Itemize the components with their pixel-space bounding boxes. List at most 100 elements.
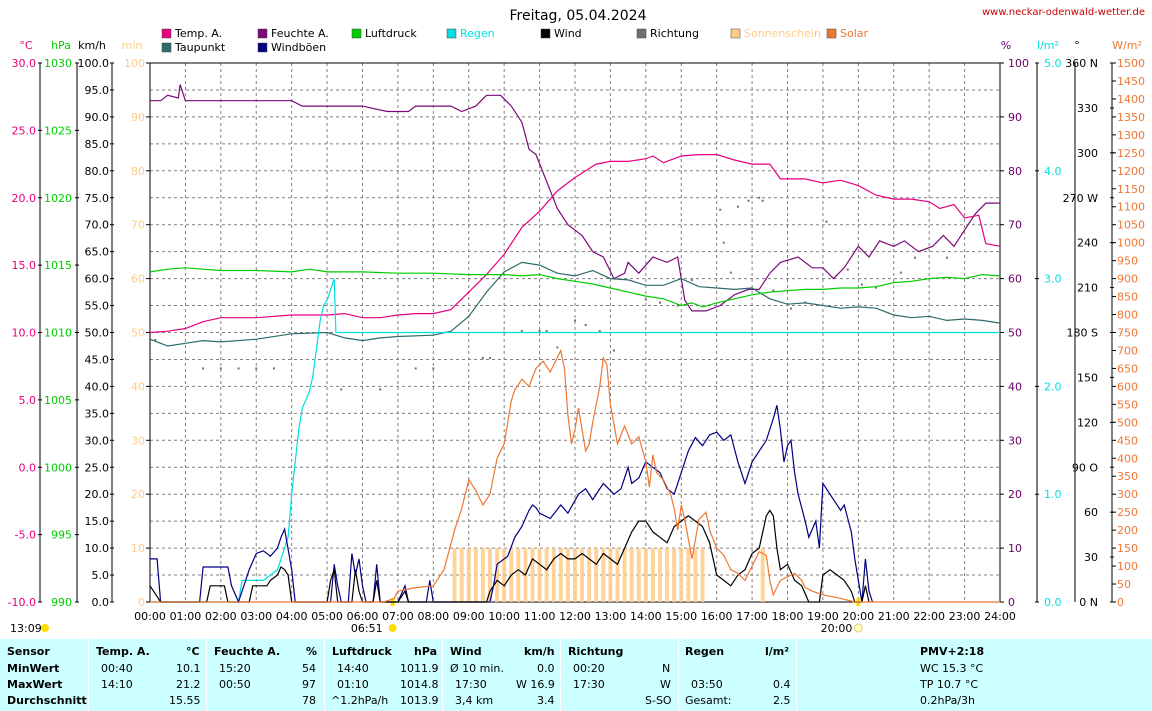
temp-tick-2: 0.0 xyxy=(19,461,37,474)
humidity-tick-4: 40 xyxy=(1008,380,1022,393)
solar-tick-14: 700 xyxy=(1117,344,1138,357)
legend-label-wind: Wind xyxy=(554,27,582,40)
x-tick-5: 05:00 xyxy=(311,610,343,623)
x-tick-3: 03:00 xyxy=(240,610,272,623)
sunshine-tick-6: 60 xyxy=(131,273,145,286)
x-tick-7: 07:00 xyxy=(382,610,414,623)
direction-point-35 xyxy=(825,220,828,223)
sunshine-tick-4: 40 xyxy=(131,380,145,393)
sunset-label: 20:00 xyxy=(821,622,853,635)
row-label-max: MaxWert xyxy=(7,678,63,691)
sunshine-unit-label: min xyxy=(122,39,143,52)
x-tick-18: 18:00 xyxy=(772,610,804,623)
direction-point-21 xyxy=(644,298,647,301)
hum-max-time: 00:50 xyxy=(219,678,251,691)
press-trend: ^1.2hPa/h xyxy=(331,694,389,707)
humidity-tick-3: 30 xyxy=(1008,434,1022,447)
direction-tick-12: 360 N xyxy=(1065,57,1098,70)
direction-point-37 xyxy=(860,283,863,286)
wind-tick-15: 75.0 xyxy=(85,192,110,205)
hum-max-value: 97 xyxy=(302,678,316,691)
sunshine-bar-4 xyxy=(480,548,485,602)
legend-label-dewpoint: Taupunkt xyxy=(174,41,226,54)
wind-tick-6: 30.0 xyxy=(85,434,110,447)
solar-tick-13: 650 xyxy=(1117,362,1138,375)
sunshine-bar-14 xyxy=(551,548,556,602)
rain-max-time: 03:50 xyxy=(691,678,723,691)
sunshine-bar-27 xyxy=(643,548,648,602)
pressure-tick-5: 1015 xyxy=(44,259,72,272)
series-line-temp xyxy=(149,154,1001,334)
series-line-dewpoint xyxy=(149,261,1001,347)
wind-tick-20: 100.0 xyxy=(78,57,110,70)
x-tick-1: 01:00 xyxy=(170,610,202,623)
site-link[interactable]: www.neckar-odenwald-wetter.de xyxy=(982,7,1145,18)
solar-tick-10: 500 xyxy=(1117,416,1138,429)
direction-tick-1: 30 xyxy=(1084,551,1098,564)
press-max-value: 1014.8 xyxy=(400,678,439,691)
temp-unit: °C xyxy=(186,645,200,658)
series-line-rain xyxy=(150,278,1000,603)
solar-tick-28: 1400 xyxy=(1117,93,1145,106)
weather-chart: Freitag, 05.04.2024 www.neckar-odenwald-… xyxy=(8,7,1145,635)
solar-tick-7: 350 xyxy=(1117,470,1138,483)
x-tick-2: 02:00 xyxy=(205,610,237,623)
direction-unit-label: ° xyxy=(1074,39,1080,52)
legend-label-sunshine: Sonnenschein xyxy=(744,27,821,40)
pmv-pressure-trend: 0.2hPa/3h xyxy=(920,694,976,707)
sunshine-bar-23 xyxy=(615,548,620,602)
pmv-dewpoint: TP 10.7 °C xyxy=(920,678,979,691)
sunshine-bar-24 xyxy=(622,548,627,602)
sunshine-bar-19 xyxy=(587,548,592,602)
dir-min-value: N xyxy=(662,662,671,675)
direction-point-29 xyxy=(747,199,750,202)
sunshine-bar-16 xyxy=(565,548,570,602)
direction-point-41 xyxy=(945,256,948,259)
direction-point-24 xyxy=(690,279,693,282)
solar-tick-18: 900 xyxy=(1117,273,1138,286)
solar-tick-0: 0 xyxy=(1117,596,1124,609)
wind-min-value: 0.0 xyxy=(537,662,555,675)
direction-point-23 xyxy=(676,304,679,307)
wind-tick-5: 25.0 xyxy=(85,461,110,474)
hum-header: Feuchte A. xyxy=(214,645,281,658)
axes: 00:00 01:00 02:00 03:00 04:00 05:00 06:00 07:00… xyxy=(8,39,1145,635)
rain-total-label: Gesamt: xyxy=(685,694,732,707)
humidity-tick-5: 50 xyxy=(1008,327,1022,340)
direction-point-16 xyxy=(556,346,559,349)
sunshine-bar-18 xyxy=(580,548,585,602)
sunshine-bar-5 xyxy=(488,548,492,602)
sunset-icon xyxy=(853,623,863,633)
rain-max-value: 0.4 xyxy=(773,678,791,691)
press-max-time: 01:10 xyxy=(337,678,369,691)
wind-tick-7: 35.0 xyxy=(85,407,110,420)
legend-label-humidity: Feuchte A. xyxy=(271,27,329,40)
x-tick-24: 24:00 xyxy=(984,610,1016,623)
legend-swatch-rain xyxy=(446,28,457,39)
series-line-solar xyxy=(150,348,1000,603)
legend-swatch-wind xyxy=(540,28,551,39)
wind-tick-9: 45.0 xyxy=(85,353,110,366)
wind-avg-value: 3.4 xyxy=(537,694,555,707)
sunshine-bar-11 xyxy=(530,548,535,602)
pressure-tick-4: 1010 xyxy=(44,327,72,340)
x-tick-22: 22:00 xyxy=(913,610,945,623)
direction-point-10 xyxy=(481,356,484,359)
direction-point-28 xyxy=(736,205,739,208)
legend-swatch-pressure xyxy=(351,28,362,39)
x-tick-0: 00:00 xyxy=(134,610,166,623)
solar-tick-17: 850 xyxy=(1117,291,1138,304)
sunshine-bar-13 xyxy=(544,548,549,602)
wind-tick-4: 20.0 xyxy=(85,488,110,501)
sunshine-tick-3: 30 xyxy=(131,434,145,447)
press-min-time: 14:40 xyxy=(337,662,369,675)
x-tick-23: 23:00 xyxy=(949,610,981,623)
solar-tick-23: 1150 xyxy=(1117,183,1145,196)
x-tick-19: 19:00 xyxy=(807,610,839,623)
sunshine-bar-0 xyxy=(452,548,457,602)
humidity-tick-6: 60 xyxy=(1008,273,1022,286)
wind-tick-8: 40.0 xyxy=(85,380,110,393)
wind-tick-0: 0.0 xyxy=(92,596,110,609)
legend-swatch-sunshine xyxy=(730,28,741,39)
sunshine-bar-33 xyxy=(686,548,691,602)
